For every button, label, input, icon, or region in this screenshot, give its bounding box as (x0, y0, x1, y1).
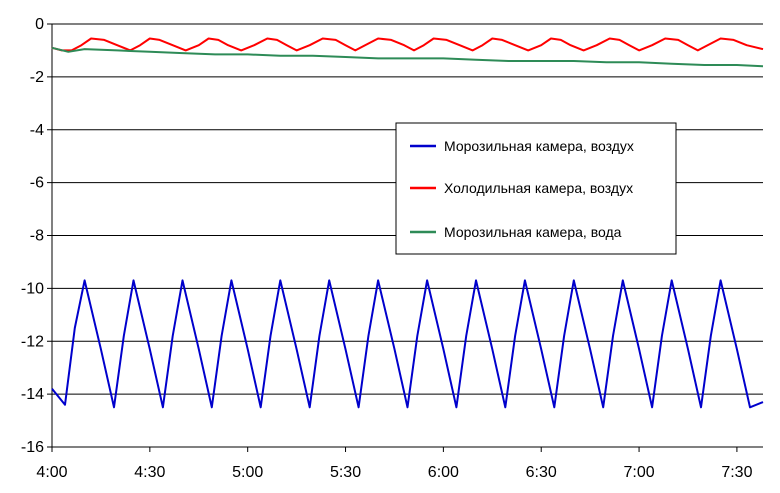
y-tick-label: -2 (30, 69, 44, 86)
x-tick-label: 6:00 (428, 464, 459, 481)
series-lines (51, 37, 764, 409)
y-tick-label: -14 (21, 386, 44, 403)
y-tick-label: -12 (21, 333, 44, 350)
y-tick-label: -16 (21, 439, 44, 456)
y-tick-label: -10 (21, 280, 44, 297)
y-tick-label: 0 (35, 16, 44, 33)
x-tick-label: 7:00 (623, 464, 654, 481)
x-tick-label: 4:30 (134, 464, 165, 481)
x-tick-label: 5:30 (330, 464, 361, 481)
legend-label-0: Морозильная камера, воздух (444, 138, 634, 154)
axes (47, 23, 763, 452)
x-tick-labels: 4:00 4:30 5:00 5:30 6:00 6:30 7:00 7:30 (36, 464, 752, 481)
series-line-1 (51, 37, 764, 52)
legend-label-1: Холодильная камера, воздух (444, 180, 633, 196)
legend: Морозильная камера, воздух Холодильная к… (395, 122, 677, 255)
y-tick-label: -4 (30, 122, 44, 139)
series-line-0 (51, 279, 764, 409)
y-tick-label: -8 (30, 228, 44, 245)
x-tick-label: 7:30 (721, 464, 752, 481)
x-tick-label: 6:30 (526, 464, 557, 481)
y-tick-labels: 0 -2 -4 -6 -8 -10 -12 -14 -16 (21, 16, 44, 456)
legend-box (395, 122, 677, 255)
legend-label-2: Морозильная камера, вода (444, 224, 622, 240)
x-tick-label: 5:00 (232, 464, 263, 481)
x-tick-label: 4:00 (36, 464, 67, 481)
series-line-2 (51, 46, 764, 68)
y-tick-label: -6 (30, 175, 44, 192)
